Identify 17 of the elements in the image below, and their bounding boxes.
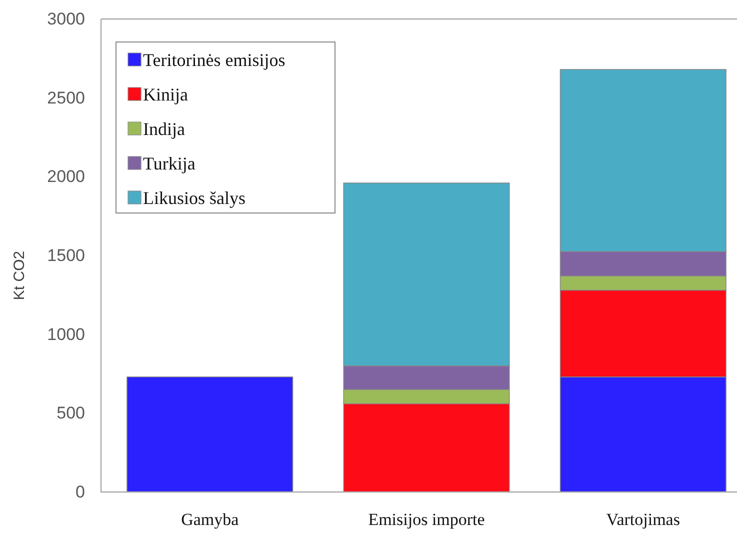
y-tick-label: 0 [76, 482, 85, 502]
legend-label: Indija [143, 119, 185, 139]
y-tick-label: 1000 [47, 324, 85, 344]
bar [126, 376, 294, 492]
y-axis-title: Kt CO2 [11, 250, 28, 300]
legend-label: Turkija [143, 154, 196, 174]
legend-label: Likusios šalys [143, 188, 246, 208]
x-tick-label: Gamyba [181, 510, 240, 530]
y-tick-label: 2500 [47, 88, 85, 108]
y-tick-label: 2000 [47, 167, 85, 186]
y-tick-label: 1500 [47, 246, 85, 265]
x-tick-label: Vartojimas [606, 510, 680, 530]
x-tick-label: Emisijos importe [368, 510, 485, 530]
legend-label: Kinija [143, 84, 188, 104]
y-tick-label: 500 [56, 404, 85, 423]
legend-label: Teritorinės emisijos [143, 50, 286, 70]
y-tick-label: 3000 [47, 9, 85, 28]
